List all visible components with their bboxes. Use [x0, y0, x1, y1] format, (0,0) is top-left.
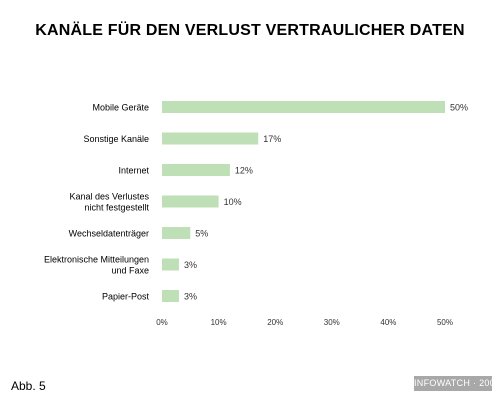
category-label: Mobile Geräte [92, 103, 149, 113]
bar [162, 132, 259, 145]
bar [162, 164, 230, 176]
value-label: 12% [235, 166, 253, 176]
bar [162, 195, 219, 208]
value-label: 10% [224, 197, 242, 207]
figure-label: Abb. 5 [11, 379, 46, 393]
category-label: Papier-Post [102, 292, 150, 302]
category-label: Kanal des Verlustes nicht festgestellt [69, 192, 149, 213]
source-badge: INFOWATCH · 2007 [414, 376, 500, 391]
category-label: Elektronische Mitteilungen und Faxe [44, 255, 149, 276]
value-label: 17% [263, 134, 281, 144]
x-tick-label: 0% [156, 318, 168, 327]
bar [162, 290, 179, 302]
value-label: 3% [184, 260, 197, 270]
value-label: 3% [184, 292, 197, 302]
category-label: Sonstige Kanäle [83, 134, 149, 144]
x-tick-label: 30% [324, 318, 340, 327]
bar [162, 227, 191, 239]
chart-title: KANÄLE FÜR DEN VERLUST VERTRAULICHER DAT… [35, 22, 465, 39]
value-label: 5% [195, 229, 208, 239]
category-label: Internet [118, 166, 149, 176]
x-tick-label: 10% [211, 318, 227, 327]
bar [162, 258, 179, 271]
category-label: Wechseldatenträger [69, 229, 149, 239]
x-tick-label: 20% [267, 318, 283, 327]
value-label: 50% [450, 103, 468, 113]
x-tick-label: 40% [380, 318, 396, 327]
bar [162, 101, 445, 113]
x-tick-label: 50% [437, 318, 453, 327]
